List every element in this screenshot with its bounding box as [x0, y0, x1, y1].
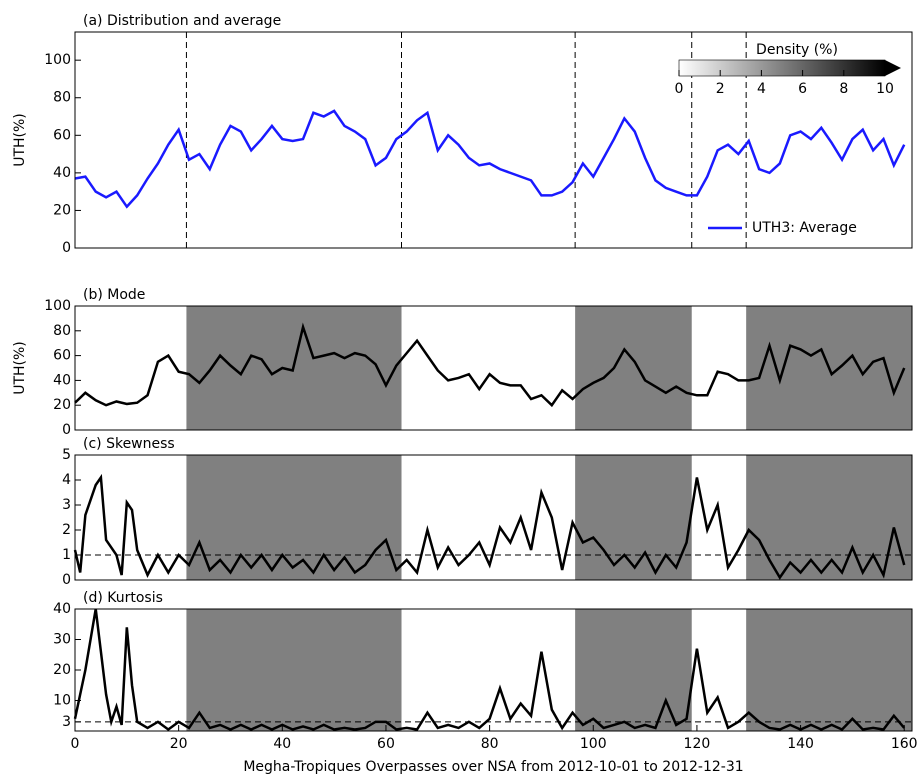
y-tick-label: 40 — [53, 372, 71, 388]
y-tick-label: 20 — [53, 397, 71, 413]
y-tick-label: 5 — [62, 447, 71, 463]
y-tick-label: 30 — [53, 632, 71, 648]
y-tick-label: 80 — [53, 90, 71, 106]
panel: 0 1 2 3 4 5 (c) Skewness — [62, 436, 913, 588]
y-tick-label: 20 — [53, 662, 71, 678]
y-tick-label: 1 — [62, 547, 71, 563]
series-line — [73, 608, 906, 732]
y-tick-label: 3 — [62, 497, 71, 513]
y-tick-label: 4 — [62, 472, 71, 488]
colorbar-tick-label: 0 — [675, 81, 684, 97]
shaded-span — [575, 609, 692, 731]
y-tick-label: 40 — [53, 601, 71, 617]
x-tick-label: 20 — [170, 736, 188, 752]
y-tick-label: 20 — [53, 202, 71, 218]
y-tick-label: 0 — [62, 422, 71, 438]
x-axis-label: Megha-Tropiques Overpasses over NSA from… — [243, 759, 743, 775]
y-tick-label: 100 — [44, 52, 71, 68]
plot-frame — [74, 31, 913, 249]
panel-title: (a) Distribution and average — [83, 13, 281, 29]
panel-title: (c) Skewness — [83, 436, 175, 452]
y-axis-label: UTH(%) — [12, 113, 28, 167]
y-tick-label: 0 — [62, 572, 71, 588]
panel: 0 20 40 60 80 100 (b) Mode UTH(%) — [12, 287, 913, 438]
y-tick-label: 80 — [53, 323, 71, 339]
plot-frame — [74, 608, 913, 732]
shaded-span — [746, 609, 912, 731]
y-tick-label: 100 — [44, 298, 71, 314]
shaded-span — [746, 455, 912, 580]
x-tick-label: 80 — [481, 736, 499, 752]
series-line — [73, 473, 906, 580]
colorbar — [678, 59, 886, 77]
plot-frame — [74, 454, 913, 581]
colorbar-tick-label: 2 — [716, 81, 725, 97]
y-tick-label: 60 — [53, 127, 71, 143]
x-tick-label: 0 — [71, 736, 80, 752]
x-tick-label: 140 — [787, 736, 814, 752]
y-tick-label: 3 — [62, 714, 71, 730]
x-tick-label: 160 — [891, 736, 918, 752]
shaded-span — [186, 609, 402, 731]
x-tick-label: 60 — [377, 736, 395, 752]
panel: 3 10 20 30 40 0 20 40 60 80 100 120 140 160 (d) Kurtos… — [53, 590, 917, 775]
colorbar-tick-label: 8 — [839, 81, 848, 97]
y-axis-label: UTH(%) — [12, 341, 28, 395]
series-line — [74, 109, 906, 209]
y-tick-label: 0 — [62, 240, 71, 256]
plot-frame — [74, 305, 913, 431]
colorbar-label: Density (%) — [756, 42, 838, 58]
panel-title: (b) Mode — [83, 287, 145, 303]
series-line — [74, 322, 906, 408]
shaded-span — [575, 455, 692, 580]
colorbar-extend — [885, 60, 901, 76]
shaded-span — [186, 455, 402, 580]
colorbar-tick-label: 10 — [876, 81, 894, 97]
y-tick-label: 2 — [62, 522, 71, 538]
colorbar-tick-label: 4 — [757, 81, 766, 97]
x-tick-label: 120 — [684, 736, 711, 752]
x-tick-label: 40 — [273, 736, 291, 752]
y-tick-label: 40 — [53, 165, 71, 181]
y-tick-label: 60 — [53, 348, 71, 364]
panel-title: (d) Kurtosis — [83, 590, 163, 606]
legend-label: UTH3: Average — [752, 220, 857, 236]
colorbar-tick-label: 6 — [798, 81, 807, 97]
x-tick-label: 100 — [580, 736, 607, 752]
shaded-span — [575, 306, 692, 430]
y-tick-label: 10 — [53, 693, 71, 709]
